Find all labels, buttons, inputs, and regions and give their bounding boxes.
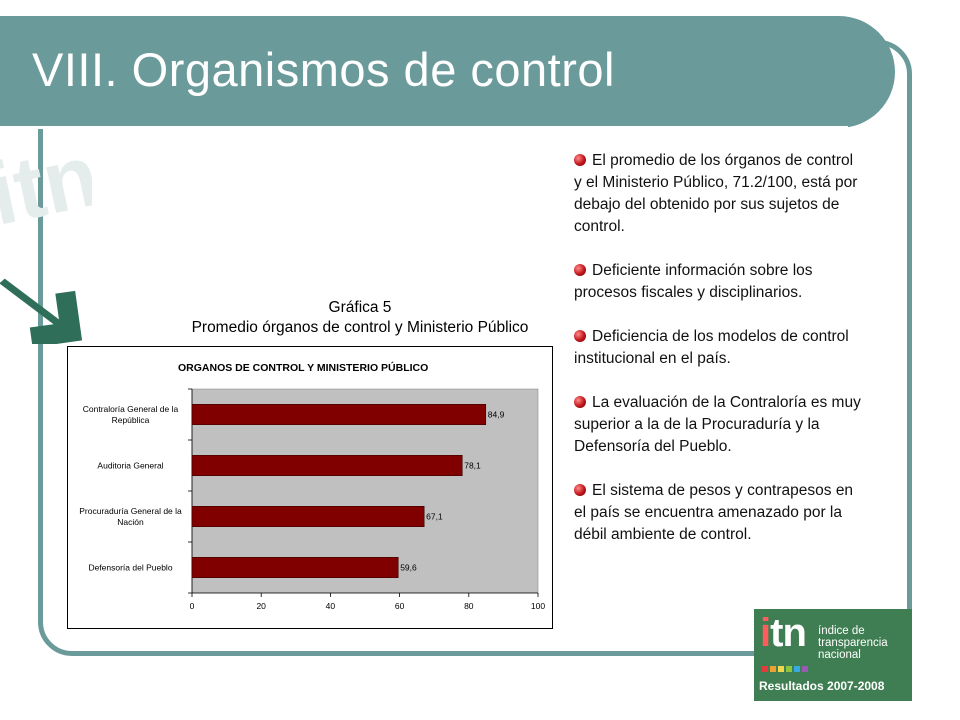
bar-value-label: 59,6 (400, 563, 417, 573)
bullet-item: El promedio de los órganos de control y … (574, 150, 864, 238)
bullet-text: El sistema de pesos y contrapesos en el … (574, 482, 854, 543)
x-tick-label: 20 (256, 601, 266, 611)
bullet-text: El promedio de los órganos de control y … (574, 152, 858, 235)
bar (191, 506, 425, 528)
bar-value-label: 84,9 (488, 410, 505, 420)
bullet-item: El sistema de pesos y contrapesos en el … (574, 480, 864, 546)
bar-value-label: 78,1 (464, 461, 481, 471)
x-tick-label: 40 (326, 601, 336, 611)
category-label: Auditoria General (97, 461, 163, 471)
logo-results: Resultados 2007-2008 (759, 679, 885, 693)
category-label: República (112, 415, 150, 425)
bar-value-label: 67,1 (426, 512, 443, 522)
category-label: Nación (117, 517, 144, 527)
bullet-dot-icon (574, 264, 586, 276)
chart-title: ORGANOS DE CONTROL Y MINISTERIO PÚBLICO (178, 361, 428, 374)
bullet-text: Deficiencia de los modelos de control in… (574, 328, 849, 367)
category-label: Defensoría del Pueblo (88, 563, 172, 573)
chart-caption: Gráfica 5 Promedio órganos de control y … (120, 298, 600, 338)
bullet-dot-icon (574, 154, 586, 166)
bullet-item: La evaluación de la Contraloría es muy s… (574, 392, 864, 458)
title-bar (0, 16, 895, 128)
bar (191, 455, 463, 477)
bullet-item: Deficiencia de los modelos de control in… (574, 326, 864, 370)
bullet-dot-icon (574, 330, 586, 342)
bullet-text: Deficiente información sobre los proceso… (574, 262, 813, 301)
category-label: Contraloría General de la (83, 404, 179, 414)
bullet-dot-icon (574, 484, 586, 496)
bullet-text: La evaluación de la Contraloría es muy s… (574, 394, 861, 455)
x-tick-label: 60 (395, 601, 405, 611)
itn-logo: itn índice de transparencia nacional Res… (754, 609, 912, 701)
x-tick-label: 100 (531, 601, 545, 611)
svg-text:itn: itn (0, 125, 92, 244)
x-tick-label: 0 (190, 601, 195, 611)
bullet-dot-icon (574, 396, 586, 408)
bar (191, 557, 399, 579)
watermark-logo-icon: itn (0, 125, 92, 344)
slide-title: VIII. Organismos de control (32, 43, 615, 96)
logo-dots-icon (762, 659, 812, 672)
chart-caption-line1: Gráfica 5 (328, 299, 392, 316)
x-tick-label: 80 (464, 601, 474, 611)
chart-caption-line2: Promedio órganos de control y Ministerio… (191, 319, 529, 336)
chart-container: ORGANOS DE CONTROL Y MINISTERIO PÚBLICO 8… (67, 346, 553, 629)
bullet-list: El promedio de los órganos de control y … (574, 150, 864, 568)
category-label: Procuraduría General de la (79, 506, 182, 516)
logo-wordmark: itn (760, 611, 807, 655)
bar (191, 403, 487, 425)
bar-chart: ORGANOS DE CONTROL Y MINISTERIO PÚBLICO 8… (79, 361, 545, 611)
logo-text: índice de transparencia nacional (818, 625, 888, 661)
bullet-item: Deficiente información sobre los proceso… (574, 260, 864, 304)
title-underline (0, 126, 848, 129)
